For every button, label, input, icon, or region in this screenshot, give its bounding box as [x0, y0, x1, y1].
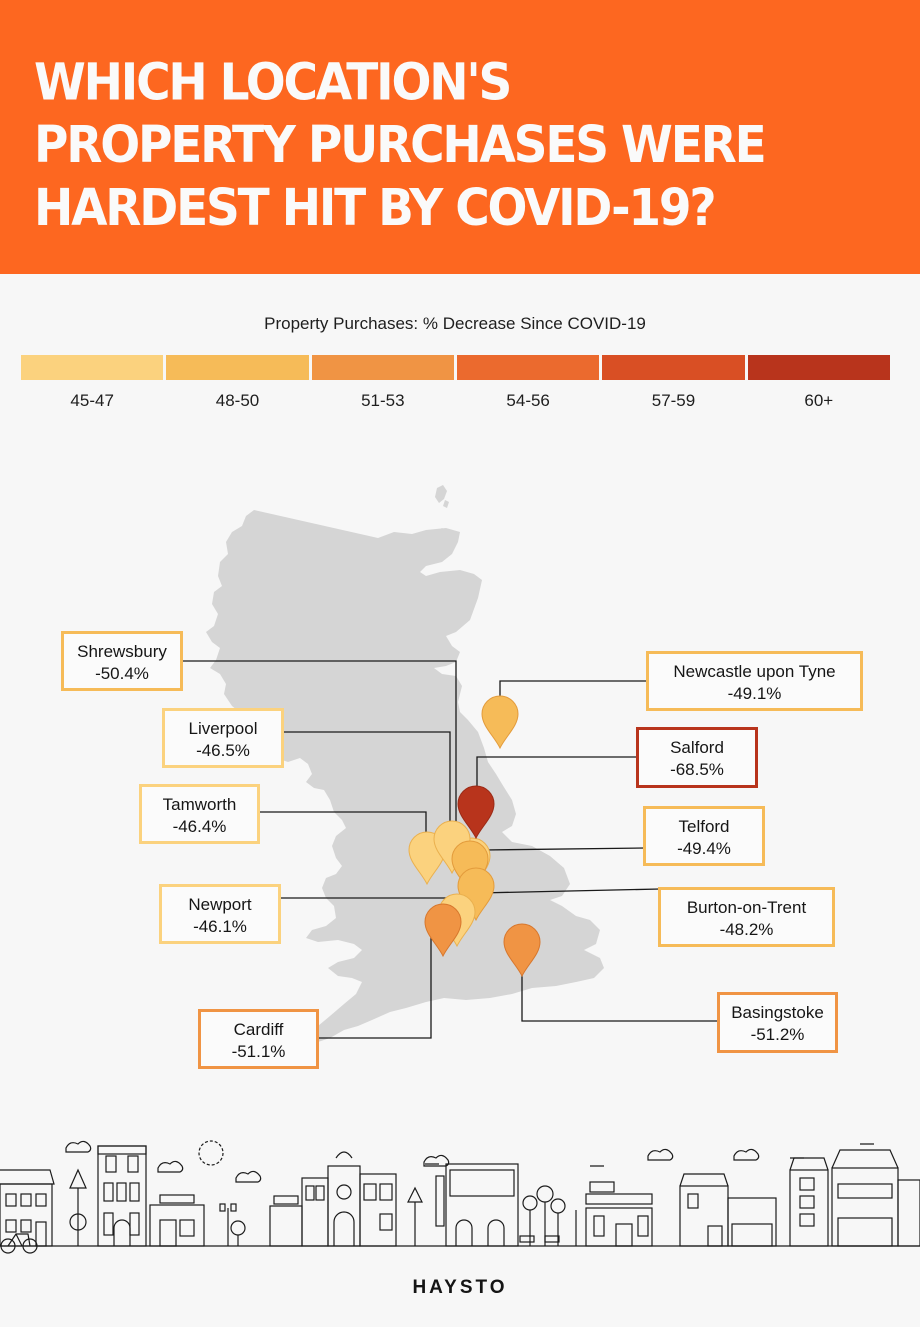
location-value: -68.5%	[670, 760, 724, 779]
label-newport[interactable]: Newport -46.1%	[159, 884, 281, 944]
legend-color-scale	[21, 355, 890, 380]
label-liverpool[interactable]: Liverpool -46.5%	[162, 708, 284, 768]
haysto-logo: HAYSTO	[412, 1277, 508, 1298]
legend-labels: 45-47 48-50 51-53 54-56 57-59 60+	[21, 391, 890, 411]
pin-newcastle[interactable]	[481, 695, 519, 749]
map-pins	[408, 695, 541, 977]
label-telford[interactable]: Telford -49.4%	[643, 806, 765, 866]
legend-swatch-45-47	[21, 355, 164, 380]
location-value: -51.1%	[231, 1042, 286, 1061]
title-line-3: HARDEST HIT BY COVID-19?	[34, 178, 717, 238]
pin-telford-back	[453, 837, 491, 891]
location-value: -50.4%	[95, 664, 149, 683]
location-name: Newport	[188, 895, 252, 914]
pin-cardiff[interactable]	[424, 903, 462, 957]
pin-basingstoke[interactable]	[503, 923, 541, 977]
legend-swatch-54-56	[456, 355, 600, 380]
town-skyline-illustration	[0, 1140, 920, 1254]
location-value: -46.4%	[172, 817, 227, 836]
header-banner: WHICH LOCATION'S PROPERTY PURCHASES WERE…	[0, 0, 920, 274]
pin-shrewsbury[interactable]	[451, 840, 489, 894]
legend-label: 54-56	[506, 391, 550, 410]
label-burton-on-trent[interactable]: Burton-on-Trent -48.2%	[658, 887, 835, 947]
legend-swatch-48-50	[166, 355, 309, 380]
label-salford[interactable]: Salford -68.5%	[636, 727, 758, 788]
location-value: -48.2%	[719, 920, 774, 939]
legend-label: 51-53	[361, 391, 405, 410]
pin-liverpool[interactable]	[433, 820, 471, 874]
legend-label: 45-47	[70, 391, 114, 410]
legend-swatch-57-59	[602, 355, 745, 380]
location-value: -49.4%	[677, 839, 731, 858]
legend-title: Property Purchases: % Decrease Since COV…	[264, 314, 646, 333]
location-value: -49.1%	[727, 684, 782, 703]
location-value: -46.5%	[196, 741, 250, 760]
title-line-1: WHICH LOCATION'S	[34, 53, 512, 113]
location-name: Tamworth	[162, 795, 237, 814]
location-name: Shrewsbury	[77, 642, 167, 661]
location-name: Newcastle upon Tyne	[673, 662, 836, 681]
location-name: Basingstoke	[731, 1003, 824, 1022]
label-shrewsbury[interactable]: Shrewsbury -50.4%	[61, 631, 183, 691]
legend-swatch-51-53	[311, 355, 454, 380]
title-line-2: PROPERTY PURCHASES WERE	[34, 115, 767, 176]
location-name: Salford	[670, 738, 724, 757]
page-title: WHICH LOCATION'S PROPERTY PURCHASES WERE…	[34, 52, 894, 240]
label-basingstoke[interactable]: Basingstoke -51.2%	[717, 992, 838, 1053]
label-tamworth[interactable]: Tamworth -46.4%	[139, 784, 260, 844]
label-newcastle[interactable]: Newcastle upon Tyne -49.1%	[646, 651, 863, 711]
location-value: -51.2%	[750, 1025, 805, 1044]
location-name: Burton-on-Trent	[686, 898, 807, 917]
pin-tamworth[interactable]	[408, 831, 446, 885]
legend-label: 60+	[804, 391, 834, 410]
location-name: Liverpool	[188, 719, 258, 738]
location-value: -46.1%	[193, 917, 247, 936]
legend-label: 57-59	[651, 391, 696, 410]
label-cardiff[interactable]: Cardiff -51.1%	[198, 1009, 319, 1069]
pin-newport[interactable]	[438, 893, 476, 947]
legend-label: 48-50	[215, 391, 260, 410]
pin-burton[interactable]	[457, 867, 495, 921]
legend-swatch-60-plus	[747, 355, 890, 380]
pin-salford[interactable]	[457, 785, 495, 839]
location-name: Telford	[678, 817, 730, 836]
location-name: Cardiff	[233, 1020, 284, 1039]
